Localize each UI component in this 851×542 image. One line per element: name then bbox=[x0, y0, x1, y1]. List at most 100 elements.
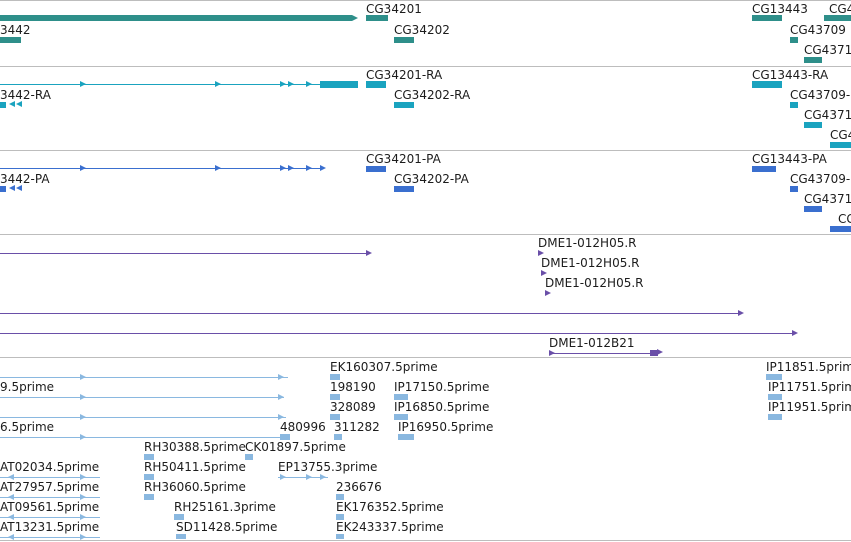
clone-marker[interactable] bbox=[545, 290, 551, 296]
transcript-label[interactable]: CG4 bbox=[830, 128, 851, 142]
est-feature[interactable] bbox=[330, 394, 340, 400]
est-label[interactable]: IP11951.5prime bbox=[768, 400, 851, 414]
protein-feature[interactable] bbox=[394, 186, 414, 192]
est-feature[interactable] bbox=[394, 394, 408, 400]
est-feature[interactable] bbox=[768, 414, 782, 420]
est-label[interactable]: IP16850.5prime bbox=[394, 400, 490, 414]
est-feature[interactable] bbox=[766, 374, 782, 380]
gene-feature[interactable] bbox=[790, 37, 798, 43]
est-feature[interactable] bbox=[398, 434, 414, 440]
est-label[interactable]: 9.5prime bbox=[0, 380, 55, 394]
transcript-exon[interactable] bbox=[366, 81, 386, 88]
clone-line[interactable] bbox=[549, 353, 653, 354]
transcript-label[interactable]: CG34202-RA bbox=[394, 88, 471, 102]
est-label[interactable]: AT09561.5prime bbox=[0, 500, 100, 514]
protein-feature[interactable] bbox=[790, 186, 798, 192]
protein-label[interactable]: CG4 bbox=[838, 212, 851, 226]
est-label[interactable]: AT27957.5prime bbox=[0, 480, 100, 494]
est-label[interactable]: RH25161.3prime bbox=[174, 500, 276, 514]
clone-marker[interactable] bbox=[541, 270, 547, 276]
clone-label[interactable]: DME1-012H05.R bbox=[545, 276, 644, 290]
est-label[interactable]: IP17150.5prime bbox=[394, 380, 490, 394]
est-line[interactable] bbox=[0, 517, 100, 518]
est-feature[interactable] bbox=[336, 534, 344, 539]
est-feature[interactable] bbox=[144, 454, 154, 460]
est-label[interactable]: EK160307.5prime bbox=[330, 360, 438, 374]
gene-feature[interactable] bbox=[0, 37, 21, 43]
protein-label[interactable]: CG43709- bbox=[790, 172, 851, 186]
est-line[interactable] bbox=[278, 477, 328, 478]
gene-feature[interactable] bbox=[394, 37, 414, 43]
est-line[interactable] bbox=[0, 437, 280, 438]
transcript-exon[interactable] bbox=[804, 122, 822, 128]
gene-label[interactable]: CG34201 bbox=[366, 2, 422, 16]
est-label[interactable]: AT02034.5prime bbox=[0, 460, 100, 474]
transcript-label[interactable]: CG13443-RA bbox=[752, 68, 829, 82]
est-line[interactable] bbox=[0, 397, 284, 398]
protein-feature[interactable] bbox=[752, 166, 776, 172]
est-label[interactable]: 198190 bbox=[330, 380, 376, 394]
est-feature[interactable] bbox=[394, 414, 408, 420]
gene-feature[interactable] bbox=[366, 15, 388, 21]
transcript-exon[interactable] bbox=[752, 81, 782, 88]
transcript-label[interactable]: CG34201-RA bbox=[366, 68, 443, 82]
est-line[interactable] bbox=[0, 537, 100, 538]
gene-label[interactable]: CG4371 bbox=[804, 43, 851, 57]
est-label[interactable]: 311282 bbox=[334, 420, 380, 434]
est-label[interactable]: EK176352.5prime bbox=[336, 500, 444, 514]
est-feature[interactable] bbox=[144, 474, 154, 480]
est-feature[interactable] bbox=[245, 454, 253, 460]
transcript-label[interactable]: 3442-RA bbox=[0, 88, 51, 102]
est-feature[interactable] bbox=[174, 514, 184, 520]
protein-label[interactable]: CG34201-PA bbox=[366, 152, 441, 166]
est-feature[interactable] bbox=[336, 514, 344, 520]
protein-feature[interactable] bbox=[804, 206, 822, 212]
transcript-exon[interactable] bbox=[320, 81, 358, 88]
est-line[interactable] bbox=[0, 477, 100, 478]
est-line[interactable] bbox=[0, 497, 100, 498]
est-feature[interactable] bbox=[334, 434, 342, 440]
protein-label[interactable]: 3442-PA bbox=[0, 172, 50, 186]
transcript-exon[interactable] bbox=[790, 102, 798, 108]
est-label[interactable]: RH36060.5prime bbox=[144, 480, 246, 494]
transcript-exon[interactable] bbox=[830, 142, 851, 148]
est-feature[interactable] bbox=[144, 494, 154, 500]
est-label[interactable]: IP11751.5prime bbox=[768, 380, 851, 394]
clone-label[interactable]: DME1-012B21 bbox=[549, 336, 635, 350]
est-label[interactable]: EP13755.3prime bbox=[278, 460, 378, 474]
clone-marker[interactable] bbox=[538, 250, 544, 256]
protein-label[interactable]: CG34202-PA bbox=[394, 172, 469, 186]
clone-feature[interactable] bbox=[650, 350, 658, 356]
transcript-label[interactable]: CG43709- bbox=[790, 88, 851, 102]
clone-label[interactable]: DME1-012H05.R bbox=[541, 256, 640, 270]
clone-label[interactable]: DME1-012H05.R bbox=[538, 236, 637, 250]
est-label[interactable]: CK01897.5prime bbox=[245, 440, 346, 454]
est-label[interactable]: RH50411.5prime bbox=[144, 460, 246, 474]
protein-label[interactable]: CG13443-PA bbox=[752, 152, 827, 166]
est-feature[interactable] bbox=[330, 374, 340, 380]
est-label[interactable]: IP11851.5prime bbox=[766, 360, 851, 374]
gene-label[interactable]: 3442 bbox=[0, 23, 31, 37]
gene-feature[interactable] bbox=[824, 15, 851, 21]
gene-label[interactable]: CG34202 bbox=[394, 23, 450, 37]
gene-feature[interactable] bbox=[752, 15, 782, 21]
gene-feature[interactable] bbox=[804, 57, 822, 63]
est-label[interactable]: 480996 bbox=[280, 420, 326, 434]
protein-label[interactable]: CG4371 bbox=[804, 192, 851, 206]
est-label[interactable]: AT13231.5prime bbox=[0, 520, 100, 534]
gene-label[interactable]: CG43709 bbox=[790, 23, 846, 37]
est-line[interactable] bbox=[0, 417, 286, 418]
protein-feature[interactable] bbox=[0, 186, 6, 192]
est-feature[interactable] bbox=[280, 434, 290, 440]
est-feature[interactable] bbox=[176, 534, 186, 539]
est-label[interactable]: SD11428.5prime bbox=[176, 520, 278, 534]
clone-line[interactable] bbox=[0, 313, 738, 314]
est-label[interactable]: IP16950.5prime bbox=[398, 420, 494, 434]
est-feature[interactable] bbox=[768, 394, 782, 400]
clone-line[interactable] bbox=[0, 253, 366, 254]
protein-feature[interactable] bbox=[830, 226, 851, 232]
est-line[interactable] bbox=[0, 377, 288, 378]
clone-line[interactable] bbox=[0, 333, 792, 334]
est-feature[interactable] bbox=[330, 414, 340, 420]
gene-label[interactable]: CG13443 bbox=[752, 2, 808, 16]
